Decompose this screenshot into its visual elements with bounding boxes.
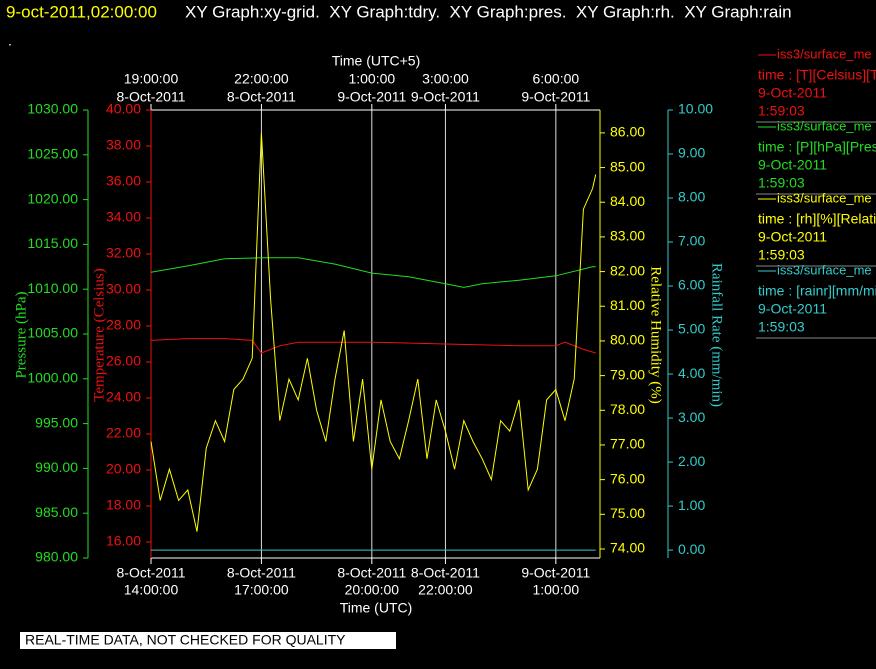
x2-tick-label: 8-Oct-2011 — [117, 89, 186, 105]
y-tick-label: 83.00 — [610, 228, 645, 244]
legend-date: 9-Oct-2011 — [758, 229, 827, 245]
y-axis-title: Relative Humidity (%) — [648, 266, 664, 403]
y-tick-label: 980.00 — [35, 549, 78, 565]
x-tick-label: 1:00:00 — [532, 582, 579, 598]
y-tick-label: 20.00 — [106, 461, 141, 477]
x2-tick-label: 19:00:00 — [124, 71, 179, 87]
y-tick-label: 84.00 — [610, 193, 645, 209]
series-line — [150, 257, 596, 288]
legend-time: 1:59:03 — [758, 103, 805, 119]
x2-tick-label: 22:00:00 — [234, 71, 289, 87]
x2-tick-label: 1:00:00 — [348, 71, 395, 87]
series-line — [150, 338, 596, 354]
y-tick-label: 76.00 — [610, 470, 645, 486]
legend-time: 1:59:03 — [758, 175, 805, 191]
y-tick-label: 36.00 — [106, 173, 141, 189]
y-tick-label: 86.00 — [610, 124, 645, 140]
y-tick-label: 40.00 — [106, 101, 141, 117]
y-tick-label: 32.00 — [106, 245, 141, 261]
y-tick-label: 7.00 — [678, 233, 705, 249]
y-tick-label: 995.00 — [35, 414, 78, 430]
x2-axis-title: Time (UTC+5) — [332, 53, 421, 69]
x2-tick-label: 8-Oct-2011 — [227, 89, 296, 105]
x-tick-label: 17:00:00 — [234, 582, 289, 598]
x2-tick-label: 6:00:00 — [532, 71, 579, 87]
x-tick-label: 8-Oct-2011 — [117, 565, 186, 581]
y-axis-title: Pressure (hPa) — [13, 291, 29, 378]
y-tick-label: 79.00 — [610, 366, 645, 382]
series-line — [150, 132, 597, 532]
y-tick-label: 8.00 — [678, 189, 705, 205]
y-tick-label: 85.00 — [610, 158, 645, 174]
status-mark: . — [8, 33, 12, 49]
x2-tick-label: 9-Oct-2011 — [521, 89, 590, 105]
y-tick-label: 81.00 — [610, 297, 645, 313]
y-tick-label: 26.00 — [106, 353, 141, 369]
y-tick-label: 1030.00 — [27, 101, 78, 117]
y-tick-label: 1000.00 — [27, 370, 78, 386]
y-tick-label: 22.00 — [106, 425, 141, 441]
y-tick-label: 1020.00 — [27, 190, 78, 206]
y-tick-label: 77.00 — [610, 436, 645, 452]
y-tick-label: 75.00 — [610, 505, 645, 521]
y-tick-label: 18.00 — [106, 497, 141, 513]
graph-list: XY Graph:xy-grid. XY Graph:tdry. XY Grap… — [185, 2, 792, 21]
legend-detail: time : [rainr][mm/mi — [758, 283, 876, 299]
y-tick-label: 1.00 — [678, 497, 705, 513]
x2-tick-label: 9-Oct-2011 — [411, 89, 480, 105]
y-tick-label: 16.00 — [106, 533, 141, 549]
y-tick-label: 24.00 — [106, 389, 141, 405]
x-tick-label: 8-Oct-2011 — [411, 565, 480, 581]
y-tick-label: 6.00 — [678, 277, 705, 293]
y-tick-label: 1015.00 — [27, 235, 78, 251]
y-tick-label: 80.00 — [610, 332, 645, 348]
x-tick-label: 9-Oct-2011 — [521, 565, 590, 581]
x2-tick-label: 3:00:00 — [422, 71, 469, 87]
notice-badge — [20, 632, 396, 649]
y-tick-label: 30.00 — [106, 281, 141, 297]
y-tick-label: 985.00 — [35, 504, 78, 520]
y-tick-label: 28.00 — [106, 317, 141, 333]
y-tick-label: 38.00 — [106, 137, 141, 153]
x-tick-label: 8-Oct-2011 — [337, 565, 406, 581]
y-tick-label: 82.00 — [610, 262, 645, 278]
timestamp: 9-oct-2011,02:00:00 — [6, 2, 157, 21]
y-tick-label: 1005.00 — [27, 325, 78, 341]
y-axis-title: Temperature (Celsius) — [91, 268, 107, 401]
y-tick-label: 9.00 — [678, 145, 705, 161]
y-tick-label: 990.00 — [35, 459, 78, 475]
legend-detail: time : [P][hPa][Pres — [758, 139, 876, 155]
x2-tick-label: 9-Oct-2011 — [337, 89, 406, 105]
y-tick-label: 78.00 — [610, 401, 645, 417]
y-tick-label: 74.00 — [610, 540, 645, 556]
legend-name: iss3/surface_me — [777, 118, 872, 133]
y-axis-title: Rainfall Rate (mm/min) — [709, 263, 725, 407]
legend-date: 9-Oct-2011 — [758, 157, 827, 173]
x-tick-label: 22:00:00 — [418, 582, 473, 598]
y-tick-label: 0.00 — [678, 541, 705, 557]
legend-detail: time : [rh][%][Relati — [758, 211, 876, 227]
x-tick-label: 14:00:00 — [124, 582, 179, 598]
notice-text: REAL-TIME DATA, NOT CHECKED FOR QUALITY — [25, 632, 346, 648]
legend-date: 9-Oct-2011 — [758, 85, 827, 101]
x-tick-label: 8-Oct-2011 — [227, 565, 296, 581]
legend-detail: time : [T][Celsius][T — [758, 67, 876, 83]
y-tick-label: 10.00 — [678, 101, 713, 117]
legend-time: 1:59:03 — [758, 247, 805, 263]
x-axis-title: Time (UTC) — [340, 600, 413, 616]
x-tick-label: 20:00:00 — [345, 582, 400, 598]
legend-name: iss3/surface_me — [777, 262, 872, 277]
y-tick-label: 4.00 — [678, 365, 705, 381]
y-tick-label: 2.00 — [678, 453, 705, 469]
y-tick-label: 1010.00 — [27, 280, 78, 296]
legend-name: iss3/surface_me — [777, 46, 872, 61]
y-tick-label: 3.00 — [678, 409, 705, 425]
legend-date: 9-Oct-2011 — [758, 301, 827, 317]
legend-name: iss3/surface_me — [777, 190, 872, 205]
y-tick-label: 1025.00 — [27, 146, 78, 162]
legend-time: 1:59:03 — [758, 319, 805, 335]
y-tick-label: 34.00 — [106, 209, 141, 225]
y-tick-label: 5.00 — [678, 321, 705, 337]
